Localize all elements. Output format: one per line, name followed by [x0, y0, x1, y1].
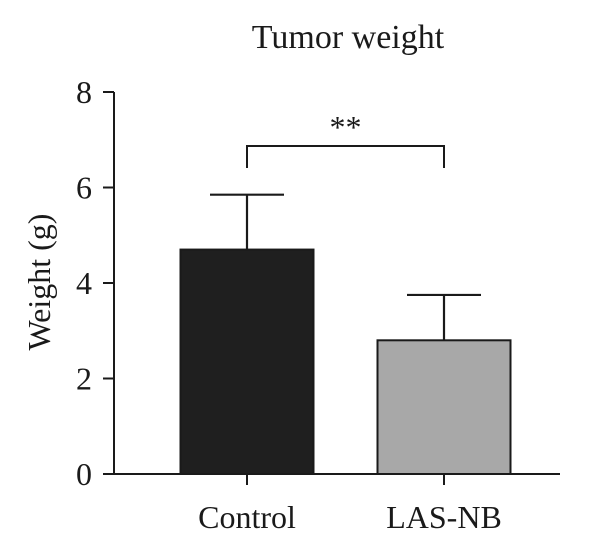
- x-axis: [114, 473, 560, 485]
- chart-title: Tumor weight: [252, 19, 445, 56]
- significance-stars: **: [330, 109, 362, 145]
- significance-annotations: **: [246, 109, 445, 168]
- bar-control: [179, 248, 315, 475]
- error-bars-group: [210, 193, 481, 341]
- x-category-label: Control: [198, 499, 296, 535]
- y-axis: 0 2 4 6 8: [76, 74, 115, 492]
- x-category-label: LAS-NB: [386, 499, 502, 535]
- y-tick-label: 8: [76, 74, 92, 110]
- y-tick-label: 6: [76, 170, 92, 206]
- bar-las-nb: [376, 339, 512, 475]
- y-tick-label: 0: [76, 456, 92, 492]
- y-tick-label: 2: [76, 361, 92, 397]
- y-axis-label: Weight (g): [21, 214, 57, 351]
- category-labels: Control LAS-NB: [198, 499, 502, 535]
- y-tick-label: 4: [76, 265, 92, 301]
- bars-group: [179, 248, 512, 475]
- significance-bracket: [246, 145, 445, 168]
